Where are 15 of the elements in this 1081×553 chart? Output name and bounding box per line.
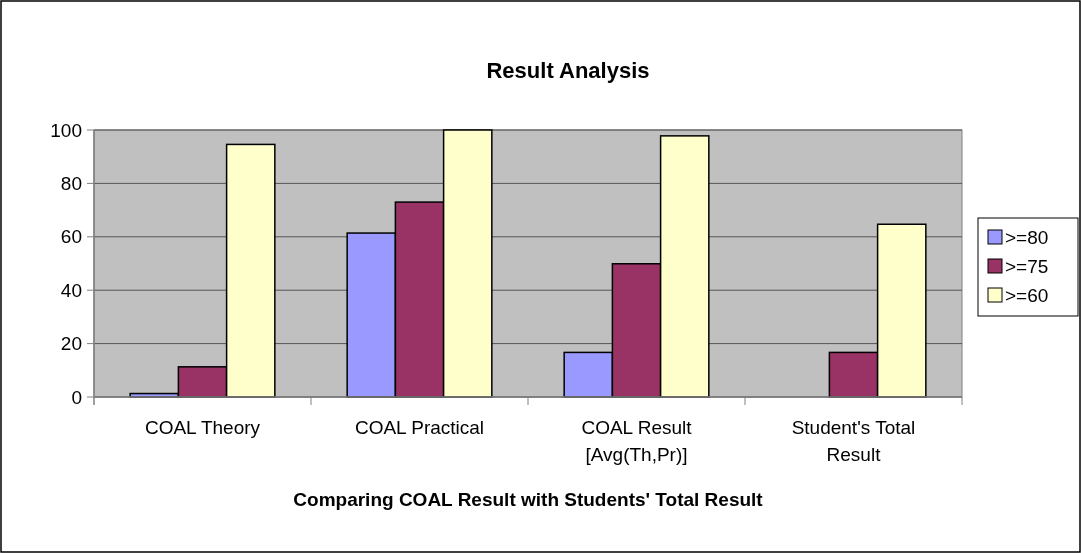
y-tick-label: 20: [60, 333, 82, 355]
legend-label: >=60: [1005, 284, 1049, 306]
y-tick-label: 60: [60, 226, 82, 248]
x-axis-title: Comparing COAL Result with Students' Total Result: [293, 489, 764, 510]
legend-label: >=75: [1005, 255, 1049, 277]
x-tick-label: COAL Practical: [354, 417, 485, 438]
y-tick-label: 0: [71, 386, 82, 408]
y-tick-label: 80: [60, 173, 82, 195]
x-tick-label: COAL Result [Avg(Th,Pr)]: [581, 417, 693, 465]
x-tick-label: COAL Theory: [144, 417, 261, 438]
legend-label: >=80: [1005, 226, 1049, 248]
x-tick-label: Student's Total Result: [791, 417, 916, 465]
y-tick-label: 40: [60, 279, 82, 301]
chart-title: Result Analysis: [486, 58, 650, 83]
y-tick-label: 100: [50, 119, 82, 141]
